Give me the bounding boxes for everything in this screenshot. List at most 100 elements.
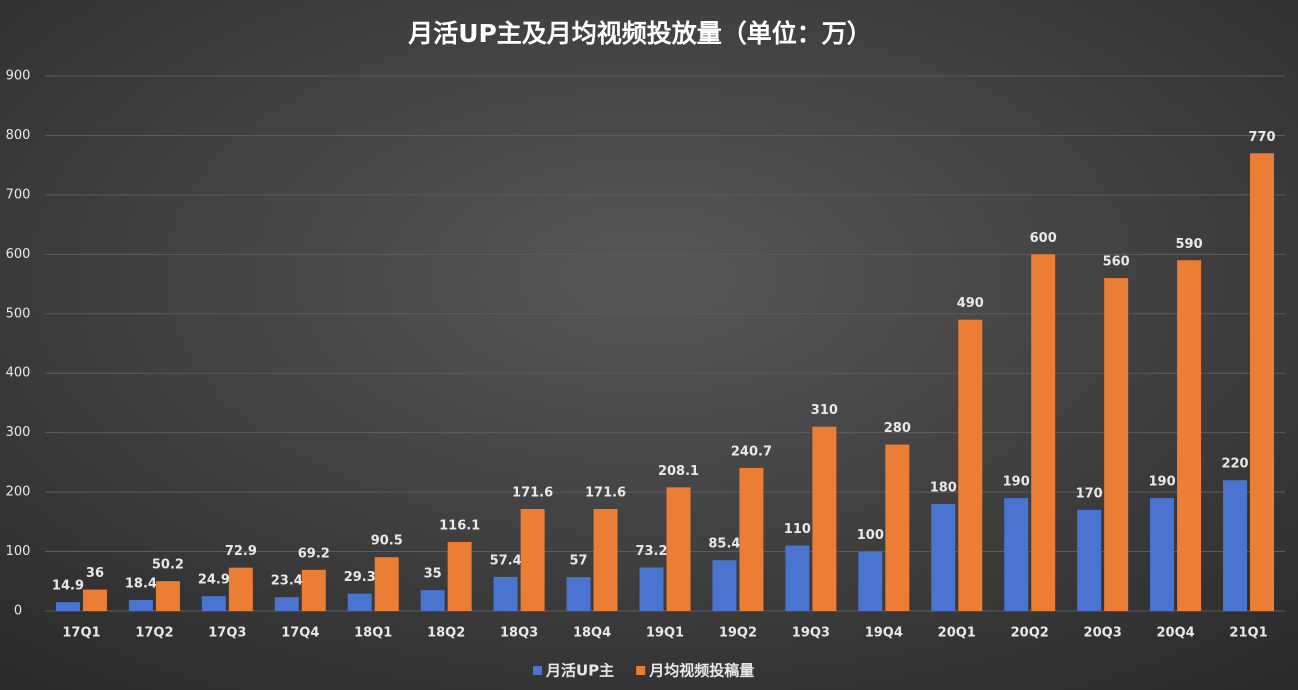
data-label: 310 (811, 403, 838, 418)
bar (739, 467, 764, 611)
bar (1077, 509, 1102, 611)
data-label: 69.2 (298, 546, 330, 561)
x-tick-label: 19Q2 (719, 626, 757, 641)
bar (593, 508, 618, 611)
x-tick-label: 17Q4 (281, 626, 319, 641)
y-tick-label: 100 (6, 544, 31, 559)
bar (639, 567, 664, 611)
legend-swatch (636, 666, 646, 675)
x-tick-label: 17Q3 (208, 626, 246, 641)
data-label: 24.9 (198, 573, 230, 588)
x-tick-label: 20Q2 (1011, 626, 1049, 641)
data-label: 72.9 (225, 544, 257, 559)
bar (885, 444, 910, 611)
bar (82, 589, 107, 611)
y-tick-label: 900 (6, 69, 31, 84)
bar (1150, 498, 1175, 611)
y-tick-label: 300 (6, 425, 31, 440)
bar (301, 569, 326, 611)
y-tick-label: 800 (6, 128, 31, 143)
x-tick-label: 19Q1 (646, 626, 684, 641)
data-label: 590 (1176, 237, 1203, 252)
data-label: 220 (1221, 457, 1248, 472)
x-tick-label: 18Q4 (573, 626, 611, 641)
bar (1223, 480, 1248, 611)
bar (858, 551, 883, 611)
bar (1177, 260, 1202, 611)
data-label: 190 (1003, 475, 1030, 490)
bar (1004, 498, 1029, 611)
x-tick-label: 19Q4 (865, 626, 903, 641)
bar (128, 600, 153, 611)
bar (420, 590, 445, 611)
data-label: 490 (957, 296, 984, 311)
data-label: 171.6 (585, 485, 626, 500)
bar (493, 576, 518, 611)
x-tick-label: 18Q1 (354, 626, 392, 641)
data-label: 170 (1076, 486, 1103, 501)
bar (958, 319, 983, 611)
data-label: 29.3 (344, 570, 376, 585)
data-label: 770 (1248, 130, 1275, 145)
data-label: 110 (784, 522, 811, 537)
bar (566, 577, 591, 611)
x-tick-label: 20Q3 (1084, 626, 1122, 641)
data-label: 14.9 (52, 579, 84, 594)
data-label: 560 (1103, 255, 1130, 270)
chart-title: 月活UP主及月均视频投放量（单位：万） (407, 19, 872, 48)
x-tick-label: 18Q2 (427, 626, 465, 641)
legend-swatch (533, 666, 542, 675)
data-label: 57.4 (490, 553, 522, 568)
x-tick-label: 17Q2 (135, 626, 173, 641)
data-label: 35 (424, 567, 442, 582)
data-label: 116.1 (439, 518, 480, 533)
bar (1031, 254, 1056, 612)
bar (155, 581, 180, 611)
bar (447, 541, 472, 611)
bar (812, 426, 837, 611)
data-label: 57 (570, 554, 588, 569)
bar (201, 596, 226, 611)
bar (1104, 278, 1129, 611)
y-tick-label: 400 (6, 366, 31, 381)
y-tick-label: 0 (14, 604, 22, 619)
bar (712, 560, 737, 611)
y-tick-label: 200 (6, 485, 31, 500)
data-label: 280 (884, 421, 911, 436)
data-label: 23.4 (271, 574, 303, 589)
bar (931, 504, 956, 611)
data-label: 18.4 (125, 577, 157, 592)
x-tick-label: 21Q1 (1229, 626, 1267, 641)
x-tick-label: 17Q1 (62, 626, 100, 641)
y-tick-label: 600 (6, 247, 31, 262)
x-tick-label: 19Q3 (792, 626, 830, 641)
data-label: 85.4 (708, 537, 740, 552)
data-label: 50.2 (152, 558, 184, 573)
data-label: 190 (1149, 475, 1176, 490)
data-label: 90.5 (371, 534, 403, 549)
bar (55, 602, 80, 611)
bar (374, 557, 399, 611)
data-label: 100 (857, 528, 884, 543)
data-label: 180 (930, 481, 957, 496)
legend-label: 月活UP主 (545, 662, 614, 680)
y-tick-label: 700 (6, 187, 31, 202)
y-tick-label: 500 (6, 306, 31, 321)
bar (274, 597, 299, 611)
bar (347, 593, 372, 611)
bar (666, 487, 691, 611)
data-label: 171.6 (512, 485, 553, 500)
bar (520, 508, 545, 611)
bar (785, 545, 810, 611)
legend-label: 月均视频投稿量 (648, 662, 754, 680)
data-label: 240.7 (731, 444, 772, 459)
bar (1250, 153, 1275, 611)
x-tick-label: 20Q4 (1156, 626, 1194, 641)
x-tick-label: 20Q1 (938, 626, 976, 641)
bar (228, 567, 253, 611)
data-label: 73.2 (635, 544, 667, 559)
data-label: 208.1 (658, 464, 699, 479)
data-label: 36 (86, 566, 104, 581)
data-label: 600 (1030, 231, 1057, 246)
